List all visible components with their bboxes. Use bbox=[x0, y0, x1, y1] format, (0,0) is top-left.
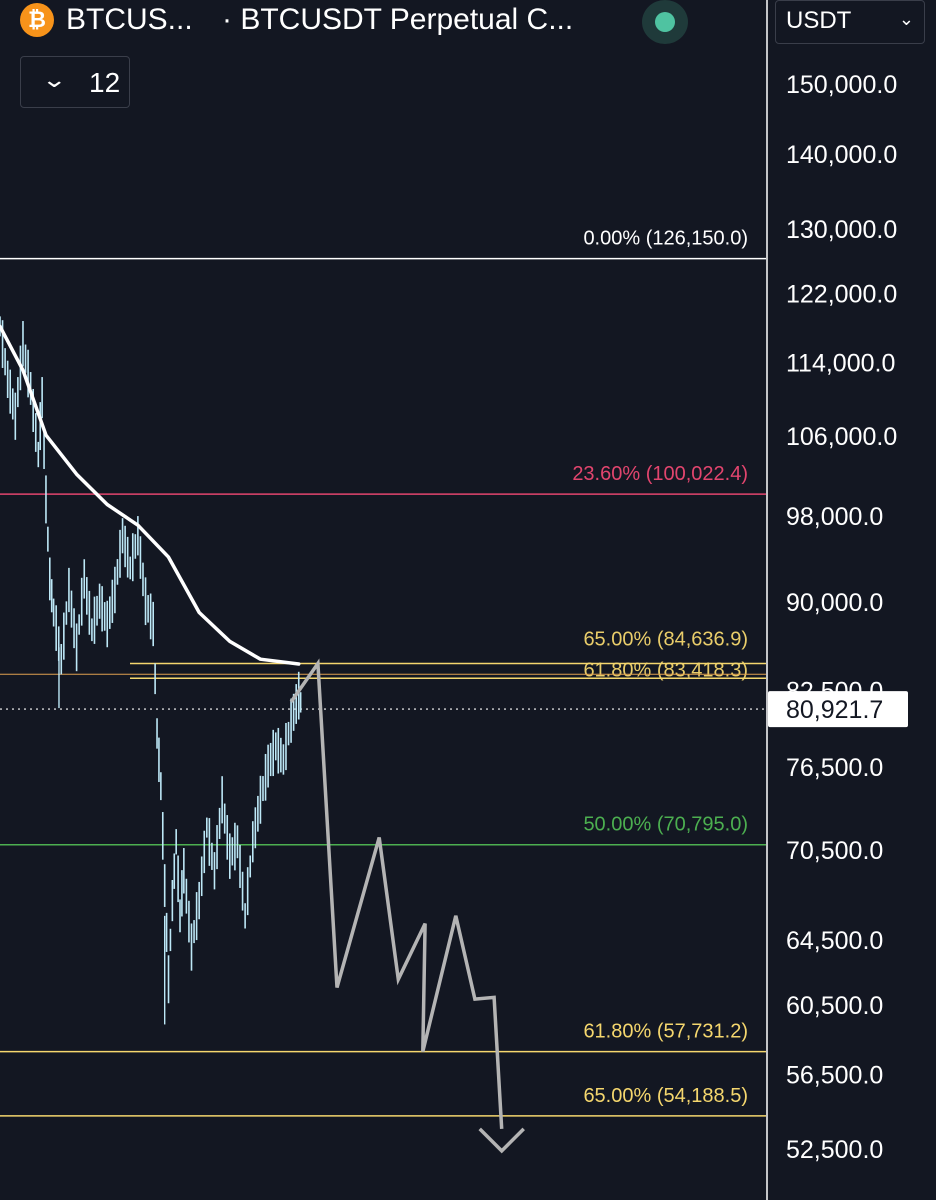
y-tick-label: 56,500.0 bbox=[786, 1062, 883, 1090]
y-tick-label: 98,000.0 bbox=[786, 503, 883, 531]
indicators-toggle-button[interactable]: ⌄ 12 bbox=[20, 56, 130, 108]
projection-path bbox=[289, 658, 504, 1130]
projection-arrowhead bbox=[478, 1127, 525, 1154]
fib-level-label: 23.60% (100,022.4) bbox=[572, 463, 748, 485]
indicator-count: 12 bbox=[89, 67, 121, 98]
fib-level-label: 61.80% (57,731.2) bbox=[583, 1021, 748, 1043]
currency-select[interactable]: USDT ⌄ bbox=[775, 0, 925, 44]
fib-level-label: 0.00% (126,150.0) bbox=[583, 228, 748, 250]
fib-level-label: 65.00% (54,188.5) bbox=[583, 1085, 748, 1107]
last-price-badge bbox=[768, 691, 908, 728]
y-tick-label: 64,500.0 bbox=[786, 927, 883, 955]
y-tick-label: 70,500.0 bbox=[786, 837, 883, 865]
moving-average-line bbox=[0, 324, 301, 666]
y-tick-label: 60,500.0 bbox=[786, 992, 883, 1020]
y-tick-label: 76,500.0 bbox=[786, 754, 883, 782]
y-tick-label: 106,000.0 bbox=[786, 423, 897, 451]
y-tick-label: 52,500.0 bbox=[786, 1136, 883, 1164]
y-tick-label: 150,000.0 bbox=[786, 71, 897, 99]
fib-level-label: 50.00% (70,795.0) bbox=[583, 814, 748, 836]
y-tick-label: 140,000.0 bbox=[786, 141, 897, 169]
bitcoin-logo-icon: ₿ bbox=[20, 3, 54, 37]
y-tick-label: 130,000.0 bbox=[786, 216, 897, 244]
chart-header: ₿ BTCUS... · BTCUSDT Perpetual C... bbox=[0, 0, 766, 46]
fib-level-label: 65.00% (84,636.9) bbox=[583, 629, 748, 651]
y-tick-label: 122,000.0 bbox=[786, 281, 897, 309]
y-tick-label: 90,000.0 bbox=[786, 589, 883, 617]
chevron-down-icon: ⌄ bbox=[41, 67, 68, 92]
fib-level-label: 61.80% (83,418.3) bbox=[583, 659, 748, 681]
chevron-down-icon: ⌄ bbox=[898, 9, 914, 29]
market-status-icon bbox=[642, 0, 688, 44]
y-tick-label: 114,000.0 bbox=[786, 349, 895, 377]
symbol-short[interactable]: BTCUS... bbox=[66, 3, 193, 36]
currency-label: USDT bbox=[786, 7, 852, 34]
symbol-title[interactable]: · BTCUSDT Perpetual C... bbox=[222, 3, 574, 36]
last-price-label: 80,921.7 bbox=[786, 696, 883, 724]
